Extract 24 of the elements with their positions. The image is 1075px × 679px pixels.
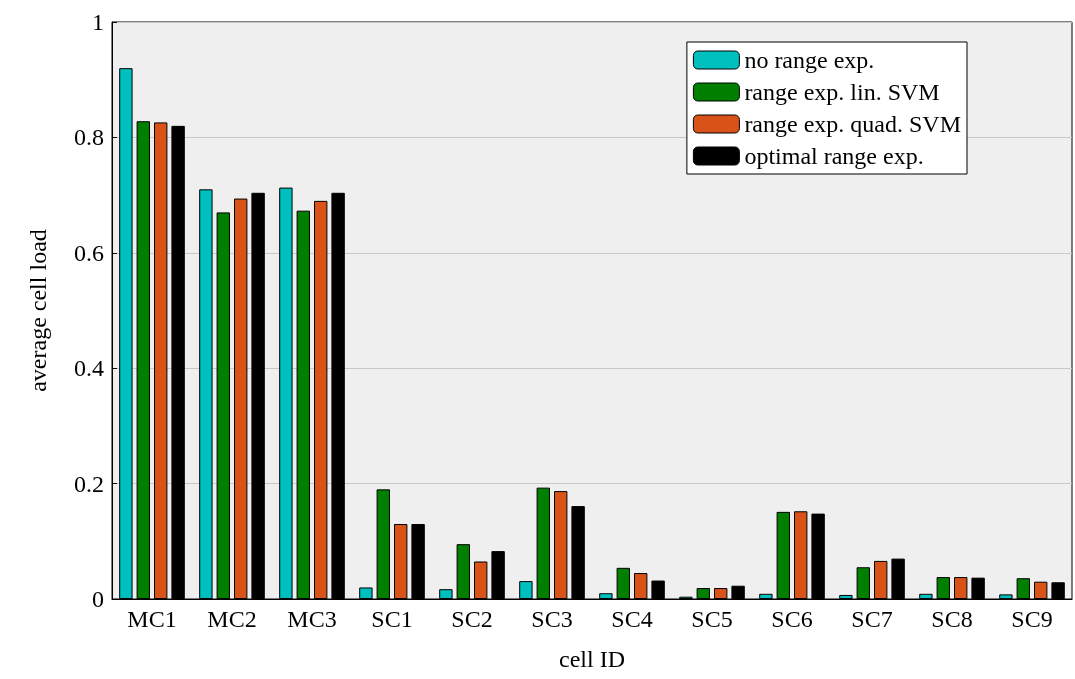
- x-tick-label: MC3: [287, 606, 337, 632]
- y-tick-label: 0: [92, 586, 104, 612]
- x-tick-label: SC1: [371, 606, 413, 632]
- x-tick-label: SC5: [691, 606, 733, 632]
- x-tick-label: SC4: [611, 606, 653, 632]
- x-tick-label: SC3: [531, 606, 573, 632]
- y-tick-label: 0.6: [74, 239, 104, 266]
- x-tick-label: SC9: [1011, 606, 1053, 632]
- legend-label: range exp. lin. SVM: [744, 79, 940, 105]
- legend-label: optimal range exp.: [744, 143, 924, 169]
- x-tick-label: SC2: [451, 606, 493, 632]
- y-tick-label: 1: [92, 9, 104, 35]
- x-tick-label: SC8: [931, 606, 973, 632]
- y-axis-title: average cell load: [25, 229, 51, 392]
- y-tick-label: 0.2: [74, 470, 104, 497]
- y-tick-label: 0.8: [74, 124, 104, 151]
- y-tick-label: 0.4: [74, 355, 104, 382]
- x-tick-label: SC6: [771, 606, 813, 632]
- x-tick-label: MC1: [127, 606, 177, 632]
- legend-label: range exp. quad. SVM: [744, 111, 961, 137]
- legend-label: no range exp.: [744, 47, 875, 73]
- x-tick-label: MC2: [207, 606, 257, 632]
- x-tick-label: SC7: [851, 606, 893, 632]
- x-axis-title: cell ID: [559, 646, 625, 672]
